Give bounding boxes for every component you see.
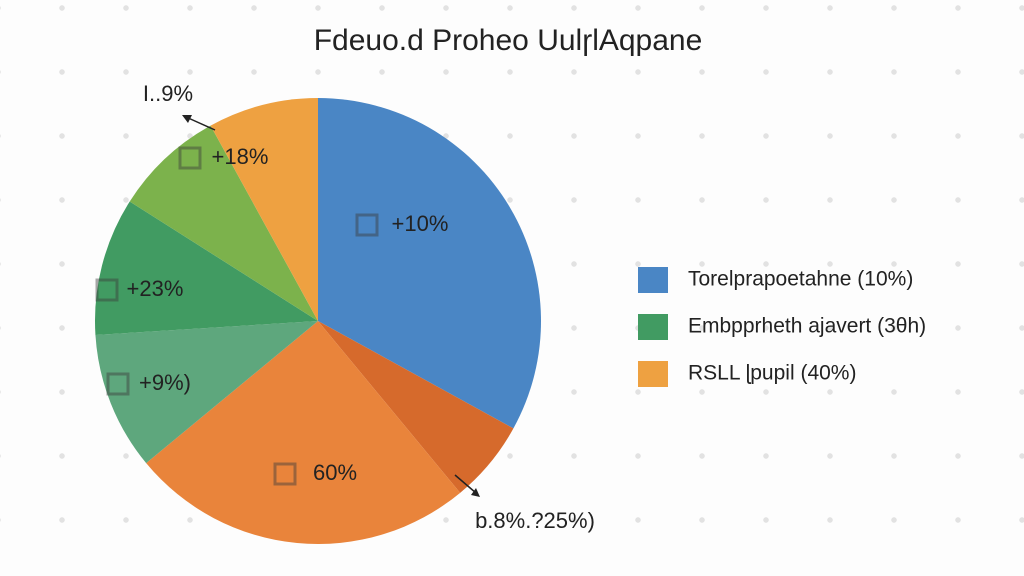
- slice-label: I..9%: [143, 81, 193, 106]
- slice-labels: +10% b.8%.?25%) 60% +9%) +23% +18% I..9%: [95, 81, 595, 533]
- label-icon: [95, 278, 119, 302]
- pie-slice: [95, 321, 319, 464]
- legend-label: Torelprapoetahne (10%): [688, 268, 913, 291]
- pie-slice: [95, 201, 318, 336]
- legend: Torelprapoetahne (10%) Embpprheth ajavert…: [638, 267, 926, 387]
- legend-label: Embpprheth ajavert (3θh): [688, 315, 926, 338]
- pie-slice: [146, 321, 461, 544]
- slice-label: +10%: [392, 211, 449, 236]
- legend-label: RSLL ɭpupil (40%): [688, 362, 856, 385]
- legend-swatch: [638, 361, 668, 387]
- arrow-head: [182, 115, 192, 123]
- label-icon: [273, 462, 297, 486]
- pie-slice: [318, 98, 541, 429]
- slice-label: +23%: [127, 276, 184, 301]
- label-icon: [178, 146, 202, 170]
- chart-title: Fdeuo.d Proheo UulɼlAqpane: [314, 24, 703, 57]
- pie-slice: [129, 125, 318, 321]
- slice-label: 60%: [313, 460, 357, 485]
- leader-line: [454, 474, 477, 494]
- slice-label: +9%): [139, 370, 191, 395]
- slice-label: b.8%.?25%): [475, 508, 595, 533]
- pie: [95, 98, 541, 544]
- legend-swatch: [638, 314, 668, 340]
- pie-slice: [210, 98, 318, 321]
- pie-slice: [318, 321, 514, 493]
- label-icon: [106, 372, 130, 396]
- label-icon: [355, 213, 379, 237]
- leader-line: [185, 116, 216, 131]
- legend-swatch: [638, 267, 668, 293]
- slice-label: +18%: [212, 144, 269, 169]
- arrow-head: [471, 488, 480, 497]
